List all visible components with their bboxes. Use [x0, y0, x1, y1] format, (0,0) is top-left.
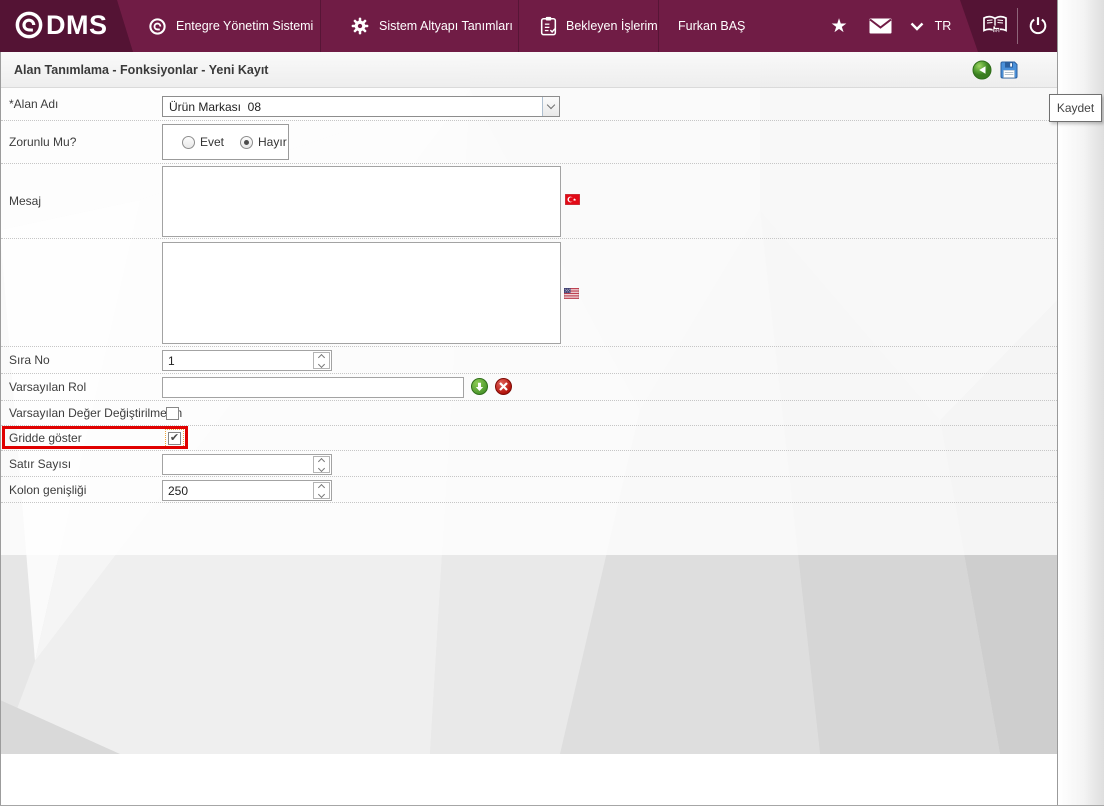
spin-down-icon	[317, 360, 326, 368]
page-title: Alan Tanımlama - Fonksiyonlar - Yeni Kay…	[14, 62, 269, 77]
spinner-buttons[interactable]	[313, 456, 330, 473]
select-role-button[interactable]	[471, 378, 488, 395]
spin-up-icon	[317, 483, 326, 491]
row-zorunlu-mu: Zorunlu Mu? Evet Hayır	[1, 121, 1057, 164]
row-varsayilan-rol: Varsayılan Rol	[1, 374, 1057, 401]
messages-button[interactable]	[862, 0, 898, 52]
page-title-bar: Alan Tanımlama - Fonksiyonlar - Yeni Kay…	[1, 52, 1057, 88]
x-icon	[499, 382, 508, 391]
sira-no-input[interactable]	[163, 351, 312, 370]
alan-adi-selected-value: Ürün Markası 08	[169, 99, 262, 114]
top-navigation-bar: DMS Entegre Yönetim Sistemi Siste	[0, 0, 1057, 52]
language-dropdown-button[interactable]	[905, 0, 929, 52]
open-book-hand-icon	[983, 15, 1007, 33]
content-area: Alan Tanımlama - Fonksiyonlar - Yeni Kay…	[0, 52, 1057, 805]
row-alan-adi: *Alan Adı Ürün Markası 08	[1, 88, 1057, 121]
turkish-flag-icon[interactable]	[564, 193, 581, 206]
menu-item-sistem-altyapi-tanimlari[interactable]: Sistem Altyapı Tanımları	[350, 0, 513, 52]
gear-icon	[351, 17, 369, 35]
kolon-genisligi-spinner-field	[162, 480, 332, 501]
spin-up-icon	[317, 353, 326, 361]
varsayilan-rol-input[interactable]	[162, 377, 464, 398]
save-button[interactable]	[999, 60, 1019, 80]
green-back-arrow-icon	[972, 60, 992, 80]
field-label: Kolon genişliği	[9, 482, 87, 497]
satir-sayisi-spinner-field	[162, 454, 332, 475]
qdms-logo[interactable]: DMS	[14, 10, 108, 40]
menu-item-label: Bekleyen İşlerim	[566, 19, 658, 33]
zorunlu-radio-group: Evet Hayır	[162, 124, 289, 160]
clipboard-icon	[540, 16, 557, 36]
row-mesaj-en	[1, 239, 1057, 347]
right-scroll-strip[interactable]	[1057, 0, 1104, 805]
select-dropdown-button[interactable]	[542, 97, 559, 116]
chevron-down-icon	[546, 100, 556, 110]
menu-separator	[518, 0, 519, 52]
header-icon-separator	[1017, 8, 1018, 44]
menu-separator	[658, 0, 659, 52]
down-arrow-icon	[475, 382, 484, 391]
varsayilan-deger-checkbox[interactable]	[166, 407, 179, 420]
clear-role-button[interactable]	[495, 378, 512, 395]
header-right-segment	[960, 0, 1057, 52]
field-label: Varsayılan Rol	[9, 380, 87, 394]
mesaj-textarea-tr[interactable]	[162, 166, 561, 237]
row-gridde-goster: Gridde göster	[1, 426, 1057, 451]
gridde-goster-checkbox[interactable]	[165, 429, 184, 448]
field-label: Zorunlu Mu?	[9, 135, 77, 149]
qdms-ring-icon	[149, 17, 166, 35]
row-sira-no: Sıra No	[1, 347, 1057, 374]
spin-down-icon	[317, 464, 326, 472]
red-highlight-rectangle	[2, 426, 188, 449]
alan-adi-select[interactable]: Ürün Markası 08	[162, 96, 560, 117]
radio-hayir[interactable]: Hayır	[240, 135, 287, 149]
kolon-genisligi-input[interactable]	[163, 481, 312, 500]
envelope-icon	[868, 18, 892, 34]
logo-block	[0, 0, 133, 52]
mesaj-textarea-en[interactable]	[162, 242, 561, 344]
field-label: Gridde göster	[9, 431, 82, 445]
menu-item-label: Sistem Altyapı Tanımları	[379, 19, 513, 33]
logout-button[interactable]	[1022, 0, 1054, 52]
menu-item-bekleyen-islerim[interactable]: Bekleyen İşlerim	[540, 0, 658, 52]
field-label: Varsayılan Değer Değiştirilmesin	[9, 406, 183, 420]
row-mesaj-tr: Mesaj	[1, 164, 1057, 239]
chevron-down-icon	[910, 22, 924, 31]
row-varsayilan-deger: Varsayılan Değer Değiştirilmesin	[1, 401, 1057, 426]
us-flag-icon[interactable]	[563, 287, 580, 300]
power-icon	[1029, 17, 1047, 35]
satir-sayisi-input[interactable]	[163, 455, 312, 474]
sira-no-spinner-field	[162, 350, 332, 371]
save-tooltip: Kaydet	[1049, 94, 1102, 122]
logo-text: DMS	[46, 10, 108, 40]
radio-evet[interactable]: Evet	[182, 135, 224, 149]
record-form: *Alan Adı Ürün Markası 08 Zorunlu Mu? Ev…	[1, 88, 1057, 555]
spin-down-icon	[317, 490, 326, 498]
spinner-buttons[interactable]	[313, 482, 330, 499]
radio-circle[interactable]	[182, 135, 195, 149]
star-icon: ★	[830, 15, 848, 37]
field-label: Mesaj	[9, 194, 42, 208]
language-code[interactable]: TR	[934, 19, 952, 33]
row-satir-sayisi: Satır Sayısı	[1, 451, 1057, 477]
favorites-button[interactable]: ★	[822, 0, 856, 52]
user-name[interactable]: Furkan BAŞ	[678, 19, 746, 33]
menu-item-entegre-yonetim-sistemi[interactable]: Entegre Yönetim Sistemi	[148, 0, 313, 52]
help-documents-button[interactable]	[976, 0, 1014, 52]
field-label: *Alan Adı	[9, 97, 59, 111]
floppy-disk-icon	[1000, 61, 1018, 79]
field-label: Sıra No	[9, 353, 50, 367]
spinner-buttons[interactable]	[313, 352, 330, 369]
radio-circle-checked[interactable]	[240, 135, 254, 149]
spin-up-icon	[317, 457, 326, 465]
back-button[interactable]	[972, 60, 992, 80]
field-label: Satır Sayısı	[9, 456, 72, 471]
menu-item-label: Entegre Yönetim Sistemi	[176, 19, 314, 33]
row-kolon-genisligi: Kolon genişliği	[1, 477, 1057, 503]
menu-separator	[320, 0, 321, 52]
title-actions	[972, 60, 1019, 80]
qdms-q-logo-icon	[15, 11, 43, 39]
